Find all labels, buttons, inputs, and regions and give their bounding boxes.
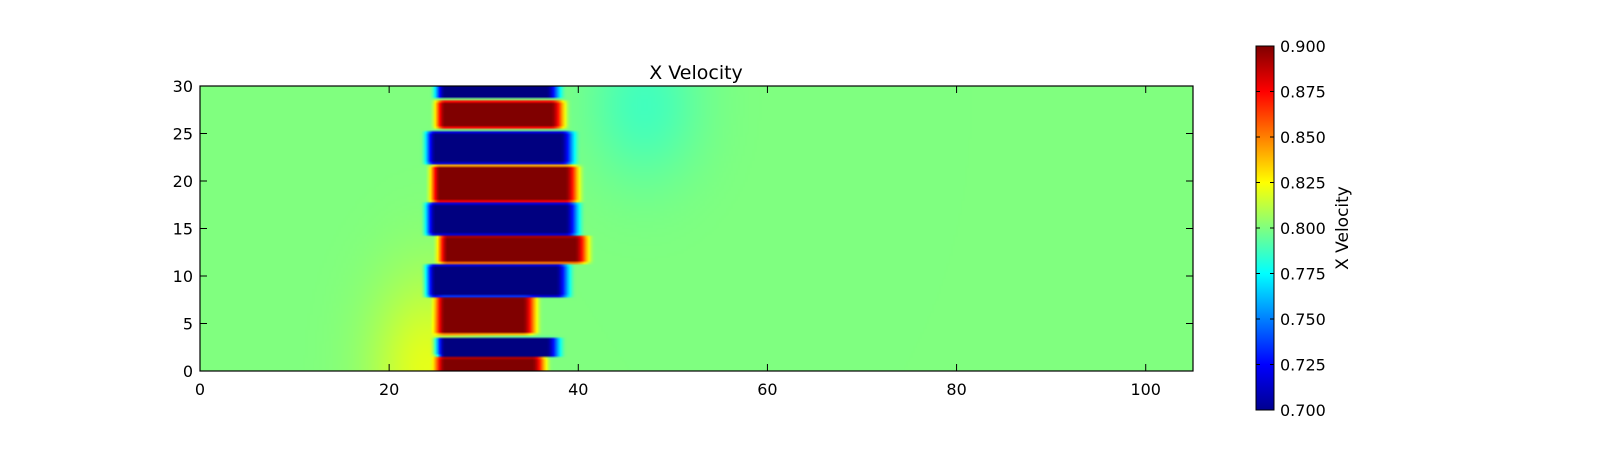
x-tick-label: 80 [946, 380, 966, 399]
y-tick-label: 20 [173, 172, 193, 191]
y-tick-label: 10 [173, 267, 193, 286]
y-tick-label: 25 [173, 125, 193, 144]
y-axis: 0 5 10 15 20 25 30 [173, 77, 1193, 381]
colorbar-tick-label: 0.700 [1280, 401, 1326, 420]
colorbar-tick-label: 0.875 [1280, 83, 1326, 102]
y-tick-label: 15 [173, 220, 193, 239]
y-tick-label: 30 [173, 77, 193, 96]
x-axis: 0 20 40 60 80 100 [195, 86, 1161, 399]
colorbar-tick-label: 0.750 [1280, 310, 1326, 329]
x-tick-label: 20 [379, 380, 399, 399]
y-tick-label: 0 [183, 362, 193, 381]
x-tick-label: 40 [568, 380, 588, 399]
colorbar-tick-label: 0.900 [1280, 37, 1326, 56]
colorbar-ticks: 0.900 0.875 0.850 0.825 0.800 0.775 0.750 0.725… [1256, 37, 1326, 420]
x-tick-label: 0 [195, 380, 205, 399]
chart-title: X Velocity [649, 62, 743, 84]
colorbar-tick-label: 0.725 [1280, 356, 1326, 375]
colorbar-tick-label: 0.775 [1280, 265, 1326, 284]
colorbar-tick-label: 0.825 [1280, 174, 1326, 193]
x-tick-label: 60 [757, 380, 777, 399]
colorbar-tick-label: 0.850 [1280, 128, 1326, 147]
heatmap-plot [199, 85, 1194, 372]
colorbar-label: X Velocity [1333, 186, 1353, 270]
colorbar-tick-label: 0.800 [1280, 219, 1326, 238]
heatmap-image [200, 86, 1193, 371]
y-tick-label: 5 [183, 315, 193, 334]
x-tick-label: 100 [1130, 380, 1161, 399]
colorbar: 0.900 0.875 0.850 0.825 0.800 0.775 0.750 0.725… [1255, 37, 1353, 420]
